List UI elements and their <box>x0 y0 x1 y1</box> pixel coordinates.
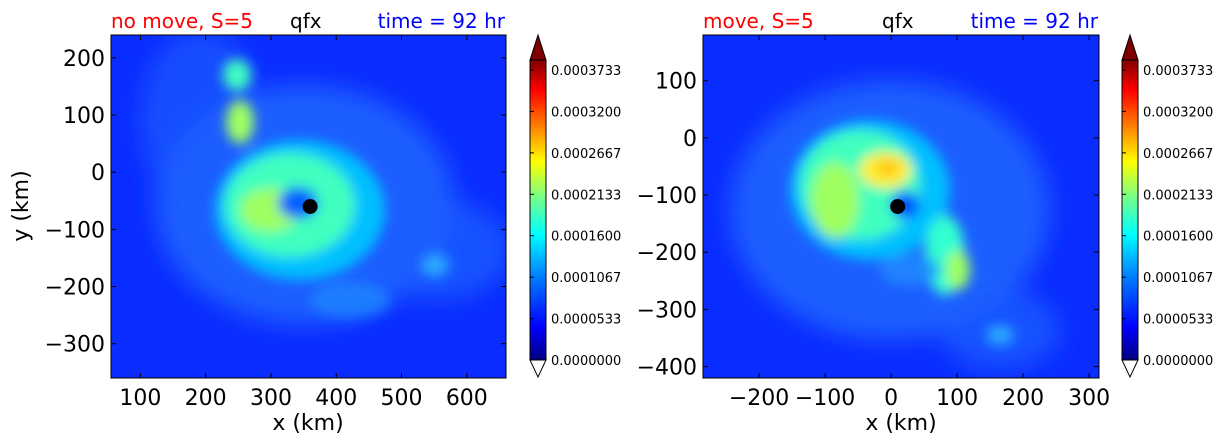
y-tick-label: −100 <box>637 184 697 209</box>
colorbar-tick-label: 0.0001600 <box>551 230 621 245</box>
colorbar-tick-label: 0.0003733 <box>551 64 621 79</box>
xlabel-left: x (km) <box>272 411 343 436</box>
x-tick-label: 400 <box>315 386 357 411</box>
x-tick-label: 300 <box>250 386 292 411</box>
colorbar-tick-label: 0.0000000 <box>1143 354 1213 369</box>
ylabel-left: y (km) <box>9 170 34 241</box>
y-tick-label: −200 <box>637 241 697 266</box>
colorbar-tick-label: 0.0000533 <box>551 313 621 328</box>
colorbar-tick-label: 0.0003200 <box>1143 105 1213 120</box>
plot-frame-left <box>110 34 507 379</box>
title-left: move, S=5 <box>703 9 814 33</box>
y-tick-label: 100 <box>63 104 105 129</box>
colorbar-scale <box>529 59 547 361</box>
x-tick-label: 600 <box>446 386 488 411</box>
colorbar-min-arrow <box>529 359 547 379</box>
x-tick-label: 100 <box>936 386 978 411</box>
colorbar-tick-label: 0.0003200 <box>551 105 621 120</box>
y-tick-label: −300 <box>637 298 697 323</box>
y-tick-label: −100 <box>45 218 105 243</box>
colorbar-tick-label: 0.0003733 <box>1143 64 1213 79</box>
colorbar-tick-label: 0.0002133 <box>1143 188 1213 203</box>
x-tick-label: 0 <box>884 386 898 411</box>
colorbar-tick-label: 0.0001067 <box>1143 271 1213 286</box>
x-tick-label: 200 <box>1002 386 1044 411</box>
ticks-left: 100 200 300 400 500 600 200 100 0 −100 −200 −300 <box>45 35 506 411</box>
title-right: time = 92 hr <box>378 9 506 33</box>
colorbar-tick-label: 0.0000533 <box>1143 313 1213 328</box>
colorbar-tick-label: 0.0002667 <box>1143 147 1213 162</box>
y-tick-label: 0 <box>683 127 697 152</box>
colorbar-tick-label: 0.0001600 <box>1143 230 1213 245</box>
center-marker-group-right <box>890 199 906 214</box>
x-tick-label: 100 <box>119 386 161 411</box>
panel-right: move, S=5 qfx time = 92 hr <box>637 9 1214 436</box>
storm-center-marker <box>890 199 906 214</box>
x-tick-label: 200 <box>185 386 227 411</box>
storm-center-marker <box>302 199 318 214</box>
colorbar-max-arrow <box>1121 33 1139 61</box>
x-tick-label: 300 <box>1068 386 1110 411</box>
plot-frame-right <box>702 34 1100 379</box>
colorbar-right: 0.0003733 0.0003200 0.0002667 0.0002133 0.00… <box>1121 33 1213 379</box>
title-center: qfx <box>882 9 914 33</box>
title-left: no move, S=5 <box>111 9 253 33</box>
colorbar-tick-label: 0.0000000 <box>551 354 621 369</box>
y-tick-label: −200 <box>45 276 105 301</box>
title-center: qfx <box>290 9 322 33</box>
x-tick-label: −100 <box>795 386 855 411</box>
colorbar-scale <box>1121 59 1139 361</box>
panel-left: no move, S=5 qfx time = 92 hr 100 <box>9 9 621 436</box>
y-tick-label: −300 <box>45 333 105 358</box>
y-tick-label: 0 <box>91 161 105 186</box>
y-tick-label: −400 <box>637 356 697 381</box>
center-marker-group-left <box>302 199 318 214</box>
y-tick-label: 200 <box>63 47 105 72</box>
colorbar-min-arrow <box>1121 359 1139 379</box>
colorbar-left: 0.0003733 0.0003200 0.0002667 0.0002133 0.00… <box>529 33 621 379</box>
title-right: time = 92 hr <box>971 9 1099 33</box>
x-tick-label: 500 <box>381 386 423 411</box>
y-tick-label: 100 <box>655 70 697 95</box>
xlabel-right: x (km) <box>865 411 936 436</box>
colorbar-max-arrow <box>529 33 547 61</box>
colorbar-tick-label: 0.0002133 <box>551 188 621 203</box>
colorbar-tick-label: 0.0001067 <box>551 271 621 286</box>
x-tick-label: −200 <box>729 386 789 411</box>
colorbar-tick-label: 0.0002667 <box>551 147 621 162</box>
